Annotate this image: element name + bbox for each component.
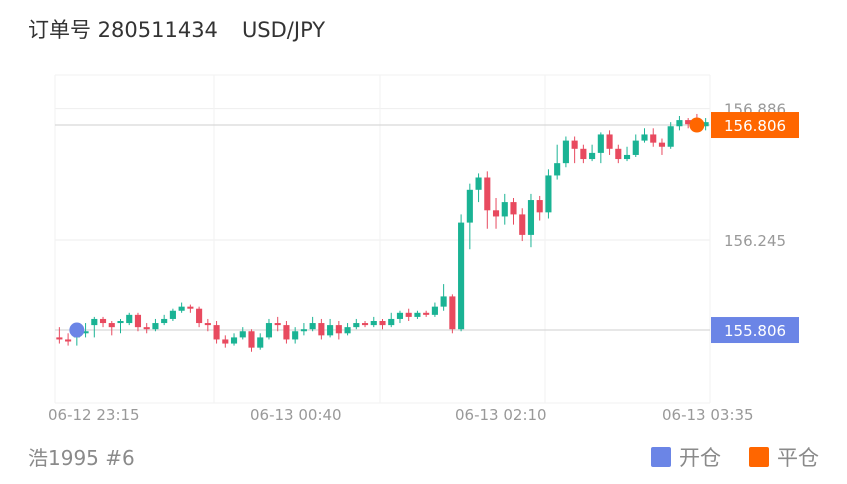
candle-body [204, 323, 211, 326]
order-number: 订单号 280511434 [28, 18, 218, 42]
close-swatch-icon [749, 447, 769, 467]
candle-body [519, 214, 526, 235]
x-tick-label: 06-13 00:40 [250, 406, 342, 424]
chart-header: 订单号 280511434 USD/JPY [28, 14, 349, 44]
x-tick-label: 06-12 23:15 [48, 406, 140, 424]
x-tick-label: 06-13 02:10 [455, 406, 547, 424]
candle-body [117, 321, 124, 324]
close-price-tag-label: 156.806 [724, 117, 786, 135]
candle-body [492, 210, 500, 217]
open-price-tag-label: 155.806 [724, 322, 786, 340]
candle-body [187, 306, 194, 309]
candle-body [431, 306, 438, 315]
candle-body [161, 318, 168, 324]
candle-body [571, 140, 578, 149]
open-swatch-icon [651, 447, 671, 467]
candle-body [388, 318, 395, 326]
candle-body [545, 175, 552, 213]
candle-body [309, 323, 316, 330]
candle-body [65, 339, 72, 342]
candle-body [606, 134, 613, 149]
candle-body [143, 327, 150, 330]
candle-body [108, 323, 115, 328]
candle-body [597, 134, 604, 153]
candle-body [239, 331, 246, 338]
candle-body [632, 140, 639, 155]
candle-body [484, 177, 491, 211]
candle-body [501, 202, 508, 217]
chart-legend: 开仓 平仓 [623, 442, 819, 472]
candle-body [623, 154, 631, 160]
candle-body [676, 120, 683, 127]
currency-pair: USD/JPY [241, 18, 326, 42]
candle-body [99, 318, 107, 324]
candle-body [178, 306, 185, 311]
candle-body [379, 321, 386, 326]
candle-body [466, 189, 473, 223]
candle-body [658, 142, 666, 147]
candle-body [667, 126, 674, 147]
username-label: 浩1995 #6 [28, 446, 135, 470]
candle-body [82, 331, 89, 334]
candle-body [134, 314, 142, 328]
candle-body [536, 200, 543, 213]
candle-body [405, 312, 412, 317]
candle-body [353, 323, 360, 328]
candle-body [327, 325, 334, 336]
candle-body [152, 323, 159, 330]
candle-body [440, 296, 447, 307]
candle-body [344, 327, 351, 334]
candle-body [414, 312, 421, 317]
candle-body [91, 318, 98, 326]
candle-body [213, 325, 220, 340]
legend-close-label: 平仓 [777, 446, 819, 470]
candle-body [702, 122, 709, 127]
close-position-marker [689, 117, 705, 133]
candle-body [230, 337, 238, 344]
open-price-tag [711, 317, 799, 344]
candle-body [580, 148, 587, 160]
candle-body [335, 325, 342, 334]
candle-body [510, 202, 517, 215]
candle-body [554, 163, 561, 176]
candle-body [562, 140, 569, 164]
legend-open-label: 开仓 [679, 446, 721, 470]
candle-body [641, 134, 648, 141]
candle-body [361, 323, 369, 326]
candle-body [283, 325, 290, 340]
candle-body [126, 314, 133, 324]
candle-body [265, 323, 273, 338]
candle-body [196, 308, 203, 324]
candle-body [222, 339, 229, 344]
candle-body [56, 337, 63, 340]
candle-body [423, 312, 430, 315]
open-position-marker [69, 322, 85, 338]
legend-open: 开仓 [651, 442, 721, 472]
candle-body [248, 331, 255, 348]
candle-body [169, 310, 176, 319]
close-price-tag [711, 112, 799, 139]
candle-body [615, 148, 622, 160]
candle-body [300, 329, 307, 332]
candle-body [449, 296, 456, 330]
candle-body [685, 120, 692, 125]
candle-body [370, 321, 377, 326]
candle-body [527, 200, 535, 235]
candle-body [650, 134, 657, 143]
candle-body [458, 222, 465, 330]
candle-body [475, 177, 482, 190]
y-tick-label: 156.245 [724, 232, 786, 250]
candle-body [589, 152, 596, 160]
candle-body [396, 312, 404, 319]
x-tick-label: 06-13 03:35 [662, 406, 754, 424]
candle-body [292, 331, 299, 340]
candle-body [274, 323, 281, 326]
candle-body [257, 337, 264, 348]
legend-close: 平仓 [749, 442, 819, 472]
candle-body [318, 323, 325, 336]
